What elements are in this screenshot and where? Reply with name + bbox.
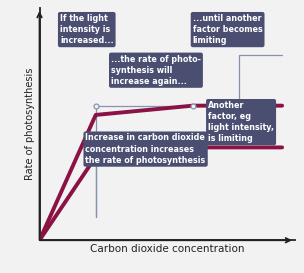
Text: ...until another
factor becomes
limiting: ...until another factor becomes limiting: [193, 14, 262, 45]
Text: Another
factor, eg
light intensity,
is limiting: Another factor, eg light intensity, is l…: [208, 101, 274, 143]
Y-axis label: Rate of photosynthesis: Rate of photosynthesis: [25, 68, 35, 180]
X-axis label: Carbon dioxide concentration: Carbon dioxide concentration: [90, 244, 244, 254]
Text: Increase in carbon dioxide
concentration increases
the rate of photosynthesis: Increase in carbon dioxide concentration…: [85, 133, 206, 165]
Text: If the light
intensity is
increased...: If the light intensity is increased...: [60, 14, 114, 45]
Text: ...the rate of photo-
synthesis will
increase again...: ...the rate of photo- synthesis will inc…: [111, 55, 201, 86]
